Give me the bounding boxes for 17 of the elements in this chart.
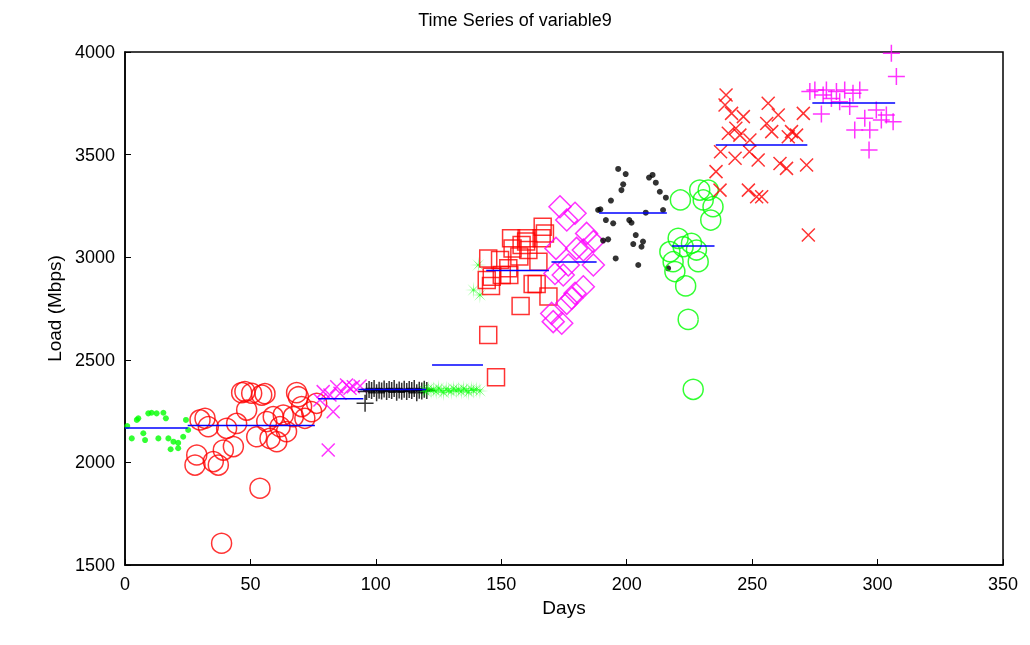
chart-title: Time Series of variable9 (418, 10, 612, 30)
y-tick-label: 3500 (74, 144, 115, 165)
x-tick-label: 150 (486, 574, 517, 594)
x-tick-label: 100 (360, 574, 391, 594)
y-tick-label: 3000 (74, 247, 115, 268)
x-tick-label: 250 (737, 574, 768, 594)
y-tick-label: 2000 (74, 452, 115, 473)
y-tick-label: 1500 (74, 555, 115, 575)
x-tick-label: 350 (987, 574, 1019, 594)
y-tick-label: 4000 (74, 42, 115, 62)
x-axis-title: Days (542, 596, 586, 618)
y-tick-label: 2500 (74, 349, 115, 370)
x-tick-label: 50 (240, 574, 261, 594)
x-tick-label: 300 (862, 574, 893, 594)
x-tick-label: 200 (611, 574, 642, 594)
y-axis-title: Load (Mbps) (44, 255, 66, 362)
x-tick-label: 0 (119, 574, 131, 594)
